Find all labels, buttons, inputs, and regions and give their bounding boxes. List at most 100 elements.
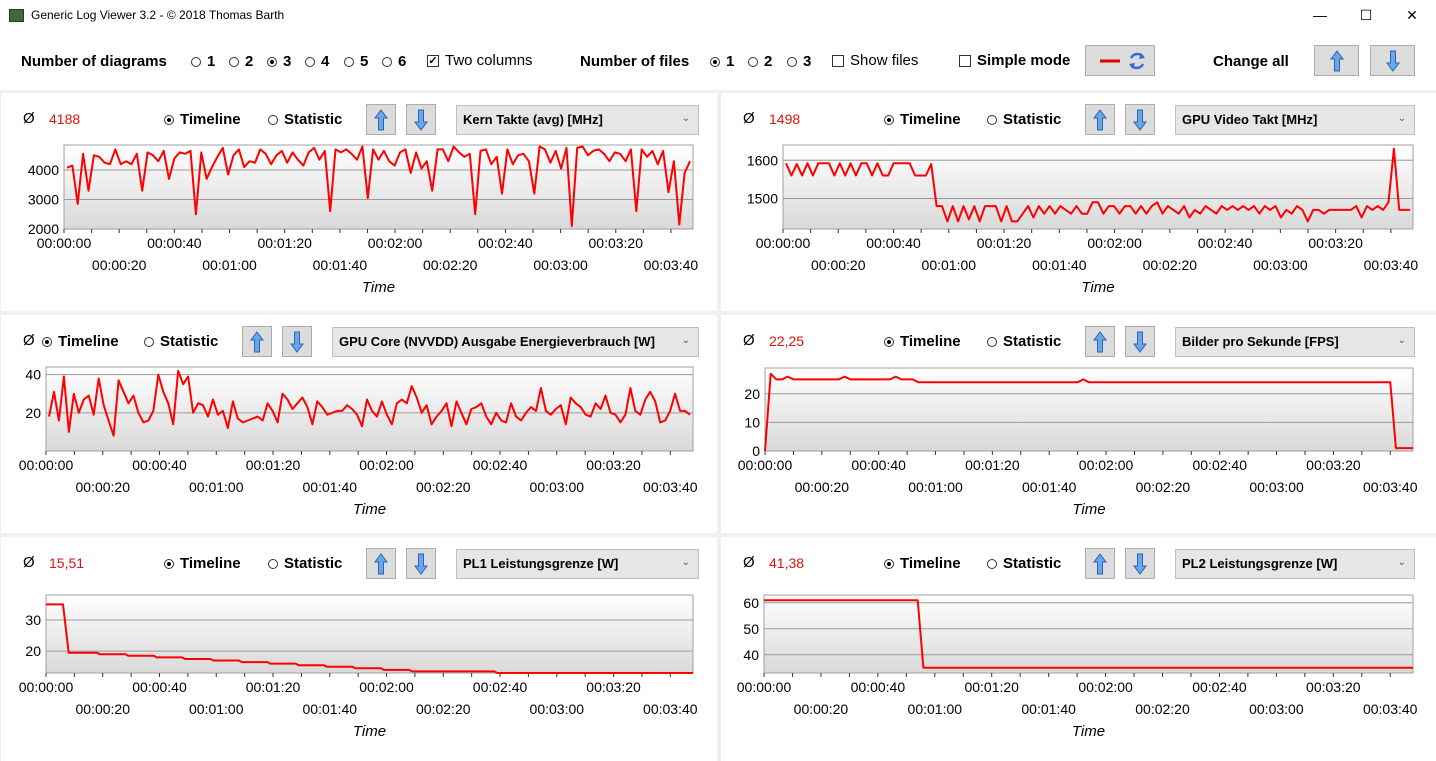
arrow-down-icon [414,109,428,131]
maximize-button[interactable]: ☐ [1359,7,1373,23]
diagram-panel: Ø 4188 Timeline Statistic Kern Takte (avg) [… [1,93,717,311]
x-axis-title: Time [1072,501,1105,518]
x-tick-label: 00:00:00 [19,679,74,695]
channel-select[interactable]: PL2 Leistungsgrenze [W] ⌄ [1175,549,1415,579]
average-value: 1498 [769,111,801,127]
x-tick-label: 00:03:40 [643,479,698,495]
statistic-radio[interactable]: Statistic [987,111,1061,128]
y-tick-label: 40 [743,647,759,663]
move-up-button[interactable] [1085,326,1115,357]
statistic-radio[interactable]: Statistic [144,333,218,350]
x-tick-label: 00:03:20 [586,679,641,695]
statistic-radio[interactable]: Statistic [268,111,342,128]
statistic-radio[interactable]: Statistic [987,333,1061,350]
chevron-down-icon: ⌄ [1397,335,1406,346]
diagram-radio-3[interactable]: 3 [267,53,291,70]
change-all-down-button[interactable] [1370,45,1415,76]
timeline-radio[interactable]: Timeline [884,555,961,572]
x-tick-label: 00:03:00 [530,701,585,717]
statistic-label: Statistic [1003,333,1062,350]
average-value: 15,51 [49,555,85,571]
radio-icon [268,558,278,569]
move-up-button[interactable] [242,326,272,357]
file-radio-1[interactable]: 1 [710,53,734,70]
statistic-radio[interactable]: Statistic [987,555,1061,572]
y-tick-label: 10 [744,414,760,430]
radio-checked-icon [164,114,174,125]
checkbox-icon [959,54,971,67]
x-tick-label: 00:02:20 [416,479,471,495]
diagram-panel: Ø Timeline Statistic GPU Core (NVVDD) Ausga… [1,315,717,533]
chevron-down-icon: ⌄ [1397,113,1406,124]
move-down-button[interactable] [282,326,312,357]
plot-area [763,594,1414,674]
timeline-radio[interactable]: Timeline [164,555,241,572]
channel-select-value: Bilder pro Sekunde [FPS] [1182,334,1339,349]
x-tick-label: 00:03:40 [644,257,699,273]
move-down-button[interactable] [406,104,436,135]
series-line [66,145,691,228]
chevron-down-icon: ⌄ [681,335,690,346]
statistic-radio[interactable]: Statistic [268,555,342,572]
diagram-radio-6[interactable]: 6 [382,53,406,70]
move-down-button[interactable] [1125,104,1155,135]
diagram-panel: Ø 22,25 Timeline Statistic Bilder pro Sekund… [721,315,1436,533]
move-up-button[interactable] [1085,548,1115,579]
channel-select-value: GPU Core (NVVDD) Ausgabe Energieverbrauc… [339,334,655,349]
average-value: 22,25 [769,333,805,349]
channel-select[interactable]: GPU Video Takt [MHz] ⌄ [1175,105,1415,135]
num-files-label: Number of files [580,53,690,70]
y-tick-label: 60 [743,595,759,611]
x-tick-label: 00:03:20 [589,235,644,251]
y-tick-label: 2000 [28,221,59,237]
channel-select[interactable]: GPU Core (NVVDD) Ausgabe Energieverbrauc… [332,327,699,357]
timeline-radio[interactable]: Timeline [884,111,961,128]
minimize-button[interactable]: — [1313,7,1327,23]
diagram-radio-4[interactable]: 4 [305,53,329,70]
move-down-button[interactable] [1125,548,1155,579]
simple-mode-checkbox[interactable]: Simple mode [959,52,1070,69]
arrow-up-icon [374,108,388,130]
move-down-button[interactable] [406,548,436,579]
change-all-up-button[interactable] [1314,45,1359,76]
channel-select[interactable]: Bilder pro Sekunde [FPS] ⌄ [1175,327,1415,357]
arrow-down-icon [1385,50,1400,72]
channel-select[interactable]: Kern Takte (avg) [MHz] ⌄ [456,105,699,135]
move-up-button[interactable] [366,548,396,579]
line-style-button[interactable] [1085,45,1155,76]
x-tick-label: 00:01:00 [189,701,244,717]
move-down-button[interactable] [1125,326,1155,357]
x-tick-label: 00:03:20 [1308,235,1363,251]
radio-icon [987,558,997,569]
x-tick-label: 00:03:00 [533,257,588,273]
move-up-button[interactable] [366,104,396,135]
diagram-radio-2[interactable]: 2 [229,53,253,70]
x-tick-label: 00:02:40 [473,457,528,473]
timeline-radio[interactable]: Timeline [164,111,241,128]
radio-icon [191,56,201,67]
x-tick-label: 00:01:40 [303,701,358,717]
show-files-checkbox[interactable]: Show files [832,52,918,69]
file-radio-2[interactable]: 2 [748,53,772,70]
x-tick-label: 00:00:20 [92,257,147,273]
radio-icon [229,56,239,67]
two-columns-checkbox[interactable]: ✓ Two columns [427,52,533,69]
timeline-radio[interactable]: Timeline [42,333,119,350]
diagram-radio-1[interactable]: 1 [191,53,215,70]
average-symbol: Ø [23,110,35,127]
radio-icon [382,56,392,67]
x-tick-label: 00:00:20 [794,701,849,717]
file-radio-3[interactable]: 3 [787,53,811,70]
x-tick-label: 00:02:00 [1079,457,1134,473]
x-tick-label: 00:03:40 [1363,701,1418,717]
timeline-label: Timeline [180,111,241,128]
x-tick-label: 00:01:40 [313,257,368,273]
radio-icon [344,56,354,67]
move-up-button[interactable] [1085,104,1115,135]
diagram-radio-5[interactable]: 5 [344,53,368,70]
close-button[interactable]: ✕ [1406,7,1418,23]
timeline-radio[interactable]: Timeline [884,333,961,350]
x-tick-label: 00:02:40 [473,679,528,695]
channel-select[interactable]: PL1 Leistungsgrenze [W] ⌄ [456,549,699,579]
num-diagrams-label: Number of diagrams [21,53,167,70]
